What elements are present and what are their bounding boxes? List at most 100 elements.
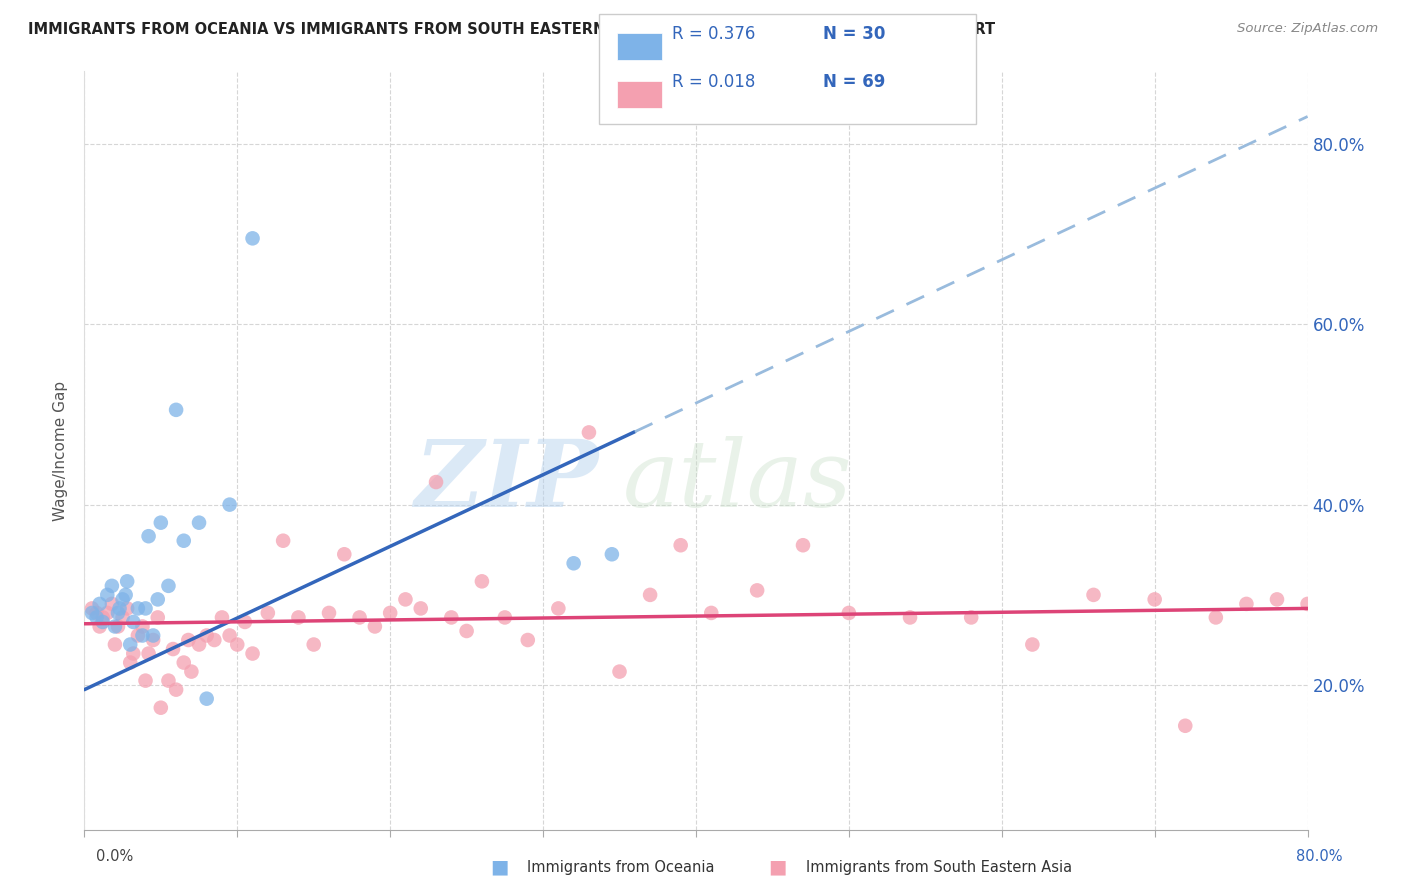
Point xyxy=(409,601,432,615)
Point xyxy=(138,647,160,661)
Point xyxy=(271,533,294,548)
Point xyxy=(562,556,585,570)
Point xyxy=(898,610,921,624)
Point xyxy=(173,656,195,670)
Point xyxy=(669,538,692,552)
Text: atlas: atlas xyxy=(623,436,852,525)
Point xyxy=(211,610,233,624)
Point xyxy=(364,619,387,633)
Point xyxy=(1143,592,1166,607)
Point xyxy=(302,638,325,652)
Point xyxy=(318,606,340,620)
Point xyxy=(89,619,111,633)
Text: 80.0%: 80.0% xyxy=(1296,849,1343,863)
Point xyxy=(135,601,157,615)
Point xyxy=(104,619,127,633)
Point xyxy=(1205,610,1227,624)
Point xyxy=(114,588,136,602)
Point xyxy=(1083,588,1105,602)
Point xyxy=(188,638,211,652)
Point xyxy=(287,610,309,624)
Point xyxy=(547,601,569,615)
Point xyxy=(101,597,124,611)
Point xyxy=(91,615,114,629)
Point xyxy=(111,592,134,607)
Point xyxy=(131,628,153,642)
Point xyxy=(471,574,494,589)
Point xyxy=(96,606,118,620)
Point xyxy=(89,597,111,611)
Point xyxy=(120,656,142,670)
Point xyxy=(425,475,447,489)
Point xyxy=(131,619,153,633)
Point xyxy=(394,592,416,607)
Text: Immigrants from South Eastern Asia: Immigrants from South Eastern Asia xyxy=(806,860,1071,874)
Point xyxy=(149,516,172,530)
Point xyxy=(380,606,402,620)
Point xyxy=(195,628,218,642)
Text: N = 30: N = 30 xyxy=(823,25,884,43)
Text: N = 69: N = 69 xyxy=(823,73,884,91)
Point xyxy=(440,610,463,624)
Point xyxy=(233,615,256,629)
Point xyxy=(257,606,280,620)
Point xyxy=(127,601,149,615)
Point xyxy=(111,610,134,624)
Point xyxy=(218,498,240,512)
Text: ■: ■ xyxy=(768,857,787,877)
Point xyxy=(80,601,103,615)
Point xyxy=(122,615,145,629)
Point xyxy=(700,606,723,620)
Point xyxy=(609,665,631,679)
Point xyxy=(86,606,108,620)
Point xyxy=(107,619,129,633)
Point xyxy=(838,606,860,620)
Point xyxy=(494,610,516,624)
Point xyxy=(349,610,371,624)
Point xyxy=(162,642,184,657)
Point xyxy=(115,574,138,589)
Point xyxy=(149,700,172,714)
Point xyxy=(104,638,127,652)
Point xyxy=(138,529,160,543)
Y-axis label: Wage/Income Gap: Wage/Income Gap xyxy=(53,380,69,521)
Point xyxy=(1296,597,1319,611)
Text: 0.0%: 0.0% xyxy=(96,849,132,863)
Text: R = 0.018: R = 0.018 xyxy=(672,73,755,91)
Point xyxy=(80,606,103,620)
Text: Immigrants from Oceania: Immigrants from Oceania xyxy=(527,860,714,874)
Text: IMMIGRANTS FROM OCEANIA VS IMMIGRANTS FROM SOUTH EASTERN ASIA WAGE/INCOME GAP CO: IMMIGRANTS FROM OCEANIA VS IMMIGRANTS FR… xyxy=(28,22,995,37)
Point xyxy=(115,601,138,615)
Point xyxy=(226,638,249,652)
Point xyxy=(202,633,225,648)
Point xyxy=(146,592,169,607)
Point xyxy=(108,601,131,615)
Point xyxy=(578,425,600,440)
Point xyxy=(1174,719,1197,733)
Point xyxy=(142,633,165,648)
Point xyxy=(188,516,211,530)
Point xyxy=(960,610,983,624)
Point xyxy=(127,628,149,642)
Point xyxy=(101,579,124,593)
Point xyxy=(157,673,180,688)
Point xyxy=(86,610,108,624)
Point xyxy=(333,547,356,561)
Point xyxy=(165,402,187,417)
Point xyxy=(195,691,218,706)
Point xyxy=(1265,592,1288,607)
Point xyxy=(638,588,661,602)
Point xyxy=(1236,597,1258,611)
Point xyxy=(600,547,623,561)
Point xyxy=(177,633,200,648)
Point xyxy=(516,633,538,648)
Point xyxy=(96,588,118,602)
Point xyxy=(146,610,169,624)
Point xyxy=(242,231,264,245)
Point xyxy=(122,647,145,661)
Text: R = 0.376: R = 0.376 xyxy=(672,25,755,43)
Point xyxy=(157,579,180,593)
Point xyxy=(456,624,478,638)
Point xyxy=(218,628,240,642)
Point xyxy=(242,647,264,661)
